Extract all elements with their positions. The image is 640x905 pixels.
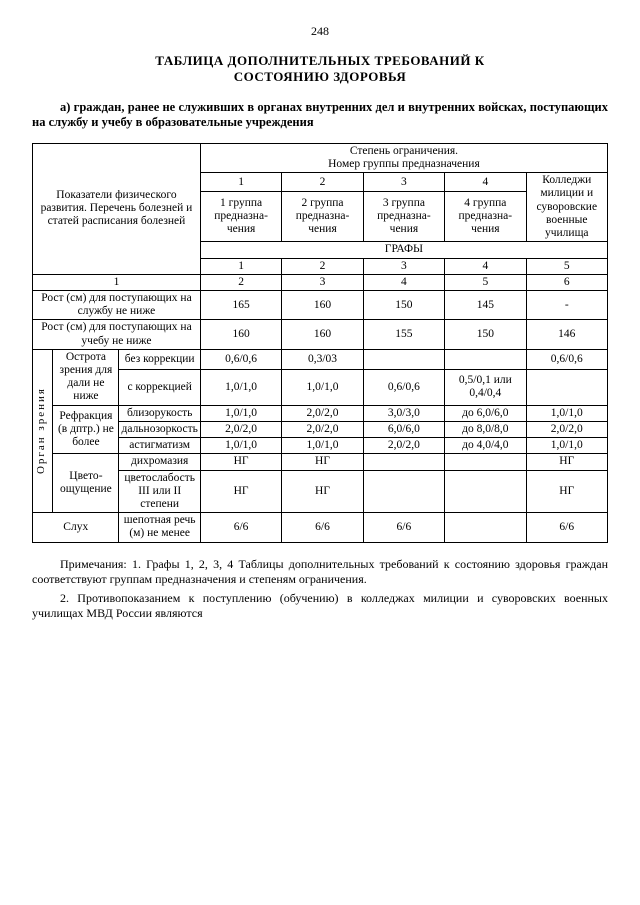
title-line2: СОСТОЯНИЮ ЗДОРОВЬЯ [234, 69, 407, 84]
with-correction-label: с коррекцией [119, 369, 200, 405]
note-2: 2. Противопоказанием к поступлению (обуч… [32, 591, 608, 621]
index-left: 1 [33, 274, 201, 290]
no-correction-label: без коррекции [119, 349, 200, 369]
subtitle: а) граждан, ранее не служивших в органах… [32, 100, 608, 131]
myopia-label: близорукость [119, 405, 200, 421]
notes: Примечания: 1. Графы 1, 2, 3, 4 Таблицы … [32, 557, 608, 621]
index-c1: 2 [200, 274, 281, 290]
grafy-label: ГРАФЫ [200, 242, 607, 258]
col-num-3: 3 [363, 173, 444, 192]
hearing-label: Слух [33, 513, 119, 542]
hyperopia-label: дальнозор­кость [119, 421, 200, 437]
index-c3: 4 [363, 274, 444, 290]
grafa-2: 2 [282, 258, 363, 274]
group-1: 1 группа предназна­чения [200, 192, 281, 242]
hearing-sub: шепотная речь (м) не менее [119, 513, 200, 542]
grafa-1: 1 [200, 258, 281, 274]
page-number: 248 [32, 24, 608, 39]
group-2: 2 группа предназна­чения [282, 192, 363, 242]
row-header-label: Показатели физического развития. Перечен… [33, 143, 201, 274]
row-height-service: Рост (см) для поступающих на службу не н… [33, 290, 201, 319]
acuity-label: Острота зрения для дали не ниже [53, 349, 119, 405]
index-c5: 6 [526, 274, 607, 290]
grafa-3: 3 [363, 258, 444, 274]
color-label: Цвето­ощуще­ние [53, 454, 119, 513]
index-c4: 5 [445, 274, 526, 290]
col5-header: Колледжи милиции и суворов­ские военные … [526, 173, 607, 242]
group-3: 3 группа предназна­чения [363, 192, 444, 242]
title-line1: ТАБЛИЦА ДОПОЛНИТЕЛЬНЫХ ТРЕБОВАНИЙ К [155, 53, 484, 68]
group-4: 4 группа предназна­чения [445, 192, 526, 242]
requirements-table: Показатели физического развития. Перечен… [32, 143, 608, 543]
astigmatism-label: астигматизм [119, 438, 200, 454]
grafa-5: 5 [526, 258, 607, 274]
note-1: Примечания: 1. Графы 1, 2, 3, 4 Таблицы … [32, 557, 608, 587]
organ-vision-label: Орган зрения [33, 349, 53, 512]
group-header: Степень ограничения. Номер группы предна… [200, 143, 607, 172]
page-title: ТАБЛИЦА ДОПОЛНИТЕЛЬНЫХ ТРЕБОВАНИЙ К СОСТ… [32, 53, 608, 86]
row-height-study: Рост (см) для поступающих на учебу не ни… [33, 320, 201, 349]
grafa-4: 4 [445, 258, 526, 274]
col-num-2: 2 [282, 173, 363, 192]
dichromasia-label: дихромазия [119, 454, 200, 470]
index-c2: 3 [282, 274, 363, 290]
col-num-1: 1 [200, 173, 281, 192]
refraction-label: Рефрак­ция (в дптр.) не более [53, 405, 119, 454]
col-num-4: 4 [445, 173, 526, 192]
color-weakness-label: цветослабость III или II степени [119, 470, 200, 513]
